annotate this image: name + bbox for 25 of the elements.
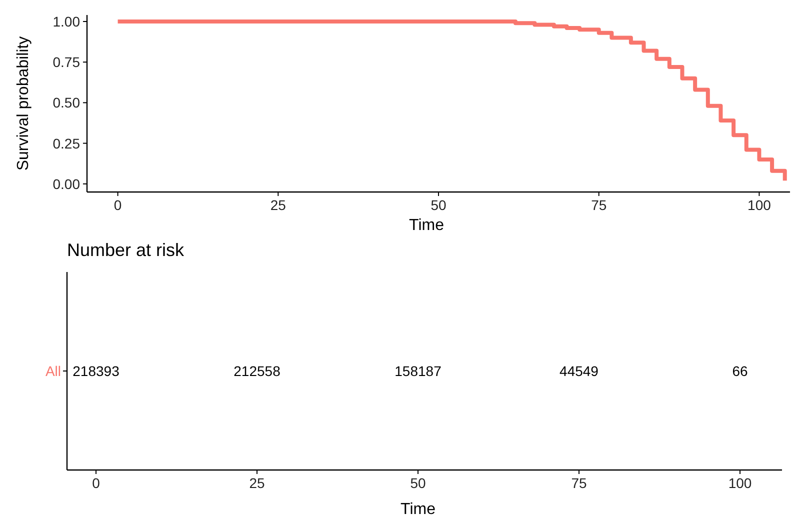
y-tick-label: 0.25 [52, 135, 80, 152]
x-tick-label: 100 [728, 475, 752, 491]
x-axis-title: Time [400, 501, 436, 518]
y-tick-label: 1.00 [52, 13, 80, 30]
x-tick-label: 0 [92, 475, 100, 491]
x-tick-label: 75 [571, 475, 587, 491]
data-label: 66 [732, 363, 748, 379]
x-tick-label: 25 [270, 197, 286, 213]
x-axis-title: Time [409, 217, 444, 234]
y-axis-title: Survival probability [15, 36, 32, 171]
data-label: 212558 [234, 363, 281, 379]
data-label: 44549 [560, 363, 599, 379]
y-tick-label: All [45, 363, 61, 379]
data-label: 158187 [394, 363, 442, 379]
x-tick-label: 75 [591, 197, 607, 213]
data-label: 218393 [72, 363, 120, 379]
chart-title: Number at risk [67, 240, 186, 260]
x-tick-label: 50 [410, 475, 426, 491]
x-tick-label: 25 [249, 475, 265, 491]
x-tick-label: 100 [748, 197, 772, 213]
x-tick-label: 50 [430, 197, 446, 213]
y-tick-label: 0.50 [52, 94, 80, 111]
y-tick-label: 0.75 [52, 54, 80, 70]
x-tick-label: 0 [114, 197, 122, 213]
y-tick-label: 0.00 [52, 176, 80, 192]
